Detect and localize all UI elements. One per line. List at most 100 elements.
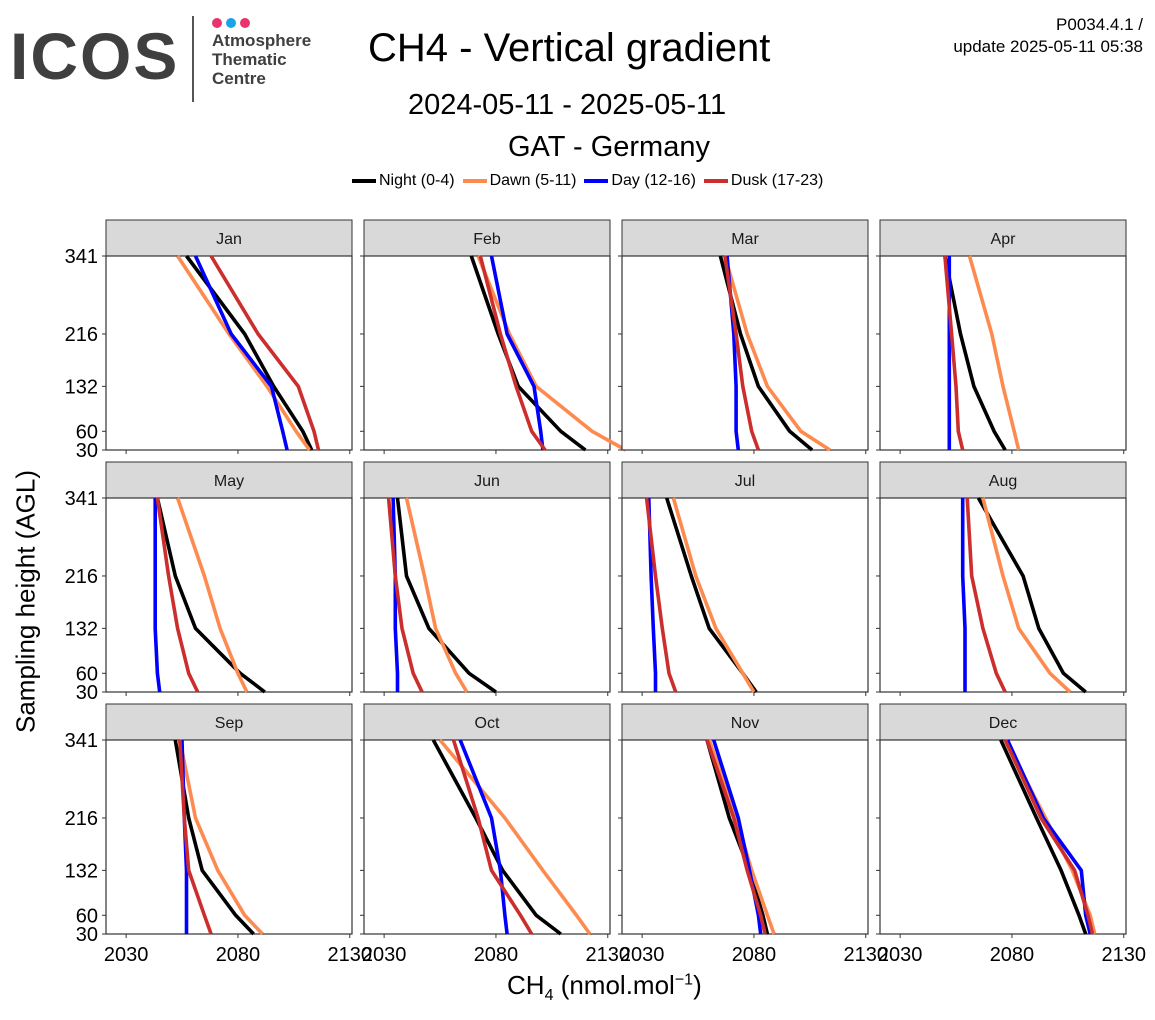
series-line (943, 255, 1007, 451)
legend-swatch (462, 179, 487, 183)
facet-panel (621, 497, 869, 693)
series-line (155, 497, 266, 694)
facet-panel (621, 255, 869, 451)
series-line (176, 255, 311, 452)
series-line (943, 255, 965, 451)
y-tick-label: 132 (65, 860, 98, 882)
logo-dot-3 (240, 18, 250, 28)
facet-strip (105, 703, 353, 741)
series-line (981, 497, 1072, 694)
x-axis-label-close: ) (693, 970, 702, 1000)
series-line (469, 255, 587, 452)
legend-swatch (703, 179, 728, 183)
logo-dot-1 (212, 18, 222, 28)
facet-strip (879, 461, 1127, 499)
chart-legend: Night (0-4) Dawn (5-11) Day (12-16) Dusk (1… (352, 172, 831, 190)
chart-subtitle-dates: 2024-05-11 - 2025-05-11 (408, 89, 727, 121)
legend-swatch (352, 179, 376, 183)
y-tick-label: 60 (76, 663, 98, 685)
series-line (489, 255, 545, 451)
series-line (723, 255, 761, 451)
series-line (153, 498, 162, 693)
logo-sub-line-1: Atmosphere (212, 31, 312, 50)
series-line (193, 255, 289, 451)
facet-strip (621, 461, 869, 499)
facet-strip-label: Oct (475, 715, 500, 732)
series-line (185, 254, 314, 451)
x-axis-label: CH4 (nmol.mol−1) (507, 970, 702, 1005)
facet-panel (363, 497, 611, 693)
y-tick-label: 341 (65, 488, 98, 510)
y-tick-label: 60 (76, 421, 98, 443)
series-line (967, 255, 1021, 451)
series-line (644, 497, 678, 693)
series-line (395, 497, 497, 694)
facet-strip-label: Sep (215, 715, 244, 732)
logo-sub-line-2: Thematic (212, 50, 287, 69)
product-info: P0034.4.1 / update 2025-05-11 05:38 (953, 14, 1143, 58)
legend-item: Dawn (5-11) (462, 172, 576, 190)
series-line (438, 738, 592, 936)
logo-dot-2 (226, 18, 236, 28)
legend-item: Night (0-4) (352, 172, 455, 190)
facet-strip-label: Jun (474, 473, 500, 490)
series-line (431, 739, 562, 936)
logo-divider (192, 16, 194, 102)
legend-item: Day (12-16) (584, 172, 696, 190)
series-line (723, 255, 831, 452)
y-tick-label: 30 (76, 924, 98, 946)
series-line (647, 497, 658, 692)
facet-panel (879, 255, 1127, 451)
y-tick-label: 132 (65, 376, 98, 398)
series-line (707, 739, 776, 935)
series-line (209, 255, 321, 451)
facet-strip (879, 703, 1127, 741)
facet-strip-label: Feb (473, 231, 501, 248)
series-line (965, 497, 1007, 693)
x-axis-label-subscript: 4 (544, 987, 554, 1005)
series-line (458, 739, 509, 935)
x-axis-label-superscript: −1 (674, 971, 694, 989)
series-line (1003, 739, 1095, 935)
logo-sub-line-3: Centre (212, 69, 266, 88)
x-tick-label: 2130 (328, 944, 373, 966)
y-tick-label: 132 (65, 618, 98, 640)
facet-strip-label: Mar (731, 231, 759, 248)
y-tick-label: 216 (65, 566, 98, 588)
x-axis-label-main: CH (507, 970, 545, 1000)
series-line (671, 497, 756, 693)
y-tick-label: 216 (65, 808, 98, 830)
legend-item: Dusk (17-23) (703, 172, 824, 190)
y-tick-label: 341 (65, 246, 98, 268)
x-axis-label-unit: (nmol.mol (553, 970, 675, 1000)
y-tick-label: 341 (65, 730, 98, 752)
facet-panel (879, 497, 1127, 693)
y-tick-label: 30 (76, 440, 98, 462)
x-tick-label: 2130 (1102, 944, 1147, 966)
legend-label: Dusk (17-23) (730, 172, 824, 189)
chart-subtitle-station: GAT - Germany (508, 131, 710, 163)
y-tick-label: 30 (76, 682, 98, 704)
logo-dots (212, 15, 254, 33)
series-line (175, 497, 249, 693)
facet-strip (879, 219, 1127, 257)
facet-strip (363, 219, 611, 257)
facet-strip-label: Dec (989, 715, 1017, 732)
update-timestamp: update 2025-05-11 05:38 (953, 37, 1143, 56)
legend-label: Day (12-16) (611, 172, 696, 189)
facet-strip (105, 219, 353, 257)
series-line (976, 497, 1087, 694)
series-line (705, 739, 767, 935)
icos-logo-text: ICOS (10, 19, 180, 93)
series-line (178, 739, 264, 936)
series-line (178, 739, 213, 935)
series-line (960, 498, 967, 692)
x-tick-label: 2080 (990, 944, 1035, 966)
facet-panel (105, 739, 353, 935)
facet-panel (621, 739, 869, 935)
series-line (1005, 739, 1092, 935)
x-tick-label: 2080 (216, 944, 261, 966)
x-tick-label: 2080 (732, 944, 777, 966)
y-tick-label: 60 (76, 905, 98, 927)
